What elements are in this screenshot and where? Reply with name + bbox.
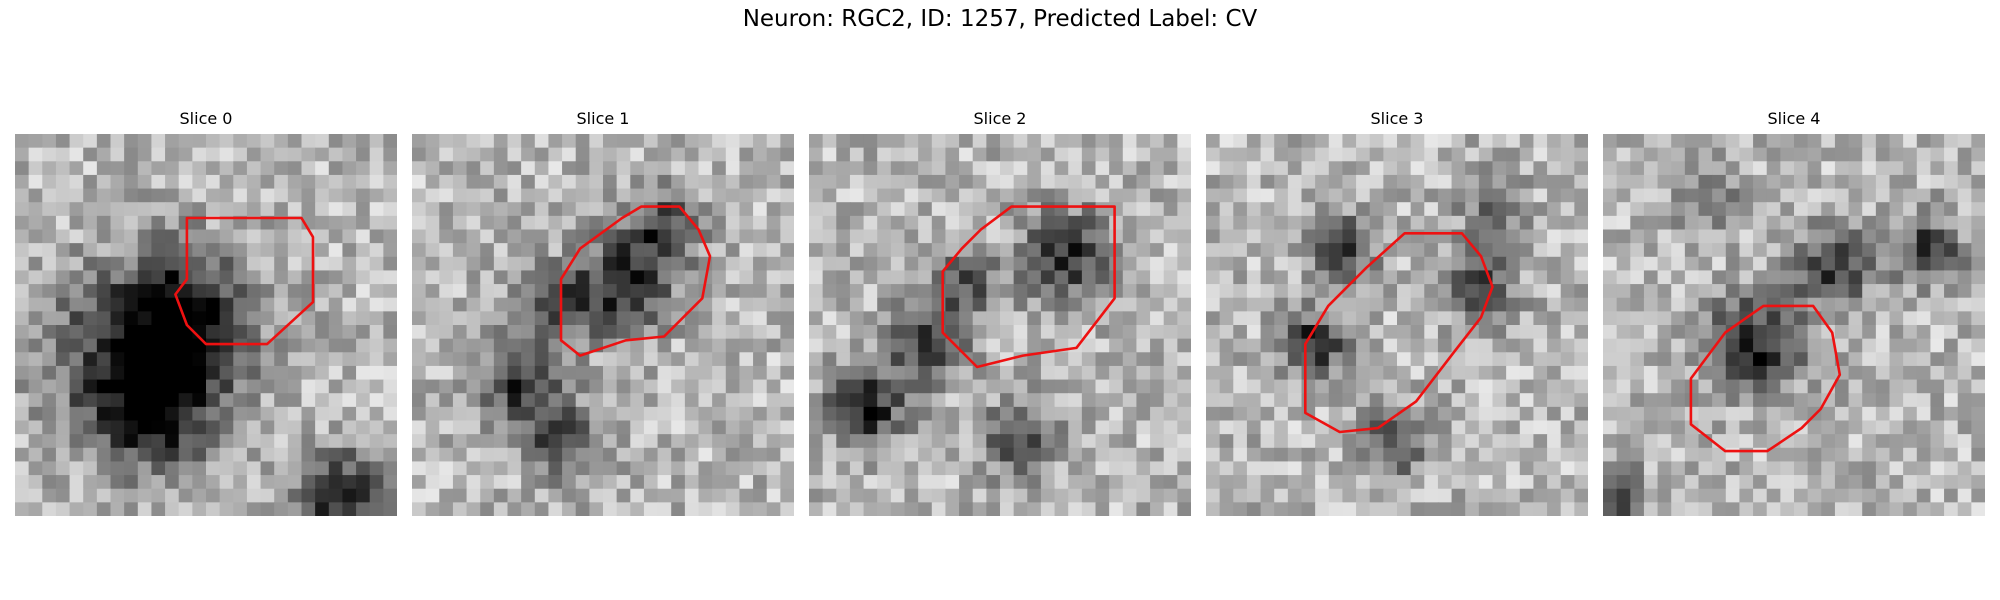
pixel-grid	[412, 134, 794, 516]
slice-panel-4: Slice 4	[1603, 108, 1985, 130]
slice-image-0	[15, 134, 397, 516]
slice-image-2	[809, 134, 1191, 516]
slice-title: Slice 1	[412, 108, 794, 130]
pixel-grid	[15, 134, 397, 516]
pixel-grid	[1206, 134, 1588, 516]
slice-title: Slice 3	[1206, 108, 1588, 130]
pixel-grid	[1603, 134, 1985, 516]
slice-image-3	[1206, 134, 1588, 516]
slice-panel-1: Slice 1	[412, 108, 794, 130]
slice-title: Slice 2	[809, 108, 1191, 130]
slice-image-4	[1603, 134, 1985, 516]
slice-title: Slice 0	[15, 108, 397, 130]
slice-panel-2: Slice 2	[809, 108, 1191, 130]
slice-panel-0: Slice 0	[15, 108, 397, 130]
slice-panel-3: Slice 3	[1206, 108, 1588, 130]
slice-image-1	[412, 134, 794, 516]
pixel-grid	[809, 134, 1191, 516]
slice-title: Slice 4	[1603, 108, 1985, 130]
figure-title: Neuron: RGC2, ID: 1257, Predicted Label:…	[0, 6, 2000, 32]
